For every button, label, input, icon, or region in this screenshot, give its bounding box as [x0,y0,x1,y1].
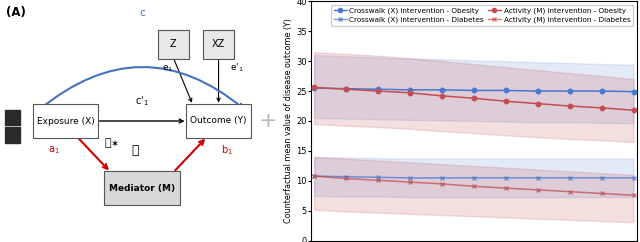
Text: Z: Z [170,39,177,49]
Text: c: c [139,8,145,18]
Text: a$_1$: a$_1$ [48,144,60,156]
Text: e'$_1$: e'$_1$ [230,61,243,74]
Bar [4,109,20,114]
Text: (A): (A) [6,6,26,19]
Bar [4,121,20,125]
Text: c'$_1$: c'$_1$ [135,94,149,108]
FancyBboxPatch shape [203,30,234,59]
Text: Outcome (Y): Outcome (Y) [190,116,247,126]
FancyBboxPatch shape [33,104,98,138]
Text: b$_1$: b$_1$ [221,143,234,157]
Text: Exposure (X): Exposure (X) [36,116,95,126]
FancyBboxPatch shape [186,104,251,138]
Text: Mediator (M): Mediator (M) [109,184,175,193]
Text: ✶: ✶ [109,139,118,149]
Bar [4,127,20,131]
Bar [4,133,20,137]
Text: 🚶: 🚶 [131,144,139,158]
Y-axis label: Counterfactual mean value of disease outcome (Y): Counterfactual mean value of disease out… [284,19,293,223]
Bar [4,138,20,143]
FancyBboxPatch shape [157,30,189,59]
FancyBboxPatch shape [104,171,180,205]
Text: ⛶: ⛶ [105,137,111,148]
Legend: Crosswalk (X) intervention - Obesity, Crosswalk (X) intervention - Diabetes, Act: Crosswalk (X) intervention - Obesity, Cr… [331,5,633,25]
Text: XZ: XZ [212,39,225,49]
Text: +: + [259,111,278,131]
Text: e$_1$: e$_1$ [162,63,173,74]
Bar [4,115,20,120]
